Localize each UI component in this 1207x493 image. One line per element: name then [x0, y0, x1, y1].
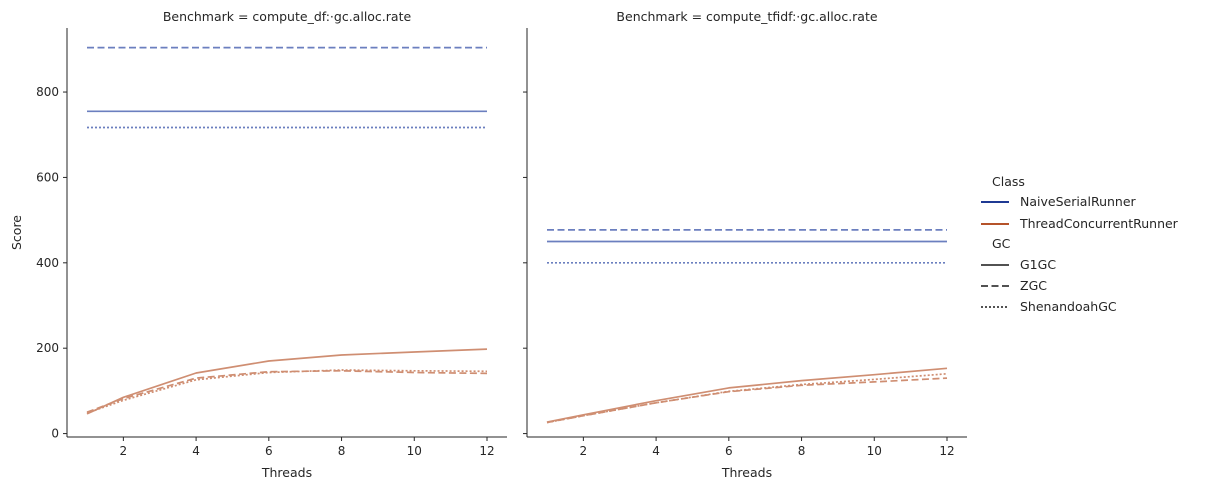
x-tick-label: 12 — [939, 444, 954, 458]
x-tick-label: 10 — [407, 444, 422, 458]
series-line-thread-concurrent-runner-zgc — [86, 369, 488, 413]
series-line-thread-concurrent-runner-shenandoahgc — [546, 372, 948, 424]
facet-title: Benchmark = compute_tfidf:·gc.alloc.rate — [616, 9, 877, 24]
x-tick-label: 12 — [479, 444, 494, 458]
x-tick-label: 6 — [725, 444, 733, 458]
series-line-thread-concurrent-runner-shenandoahgc — [86, 369, 488, 414]
x-tick-label: 4 — [192, 444, 200, 458]
x-tick-label: 8 — [338, 444, 346, 458]
series-line-thread-concurrent-runner-g1gc — [546, 367, 948, 423]
facet-panel-1: Benchmark = compute_df:·gc.alloc.rate 2 4 6… — [9, 9, 507, 480]
facet-title: Benchmark = compute_df:·gc.alloc.rate — [163, 9, 412, 24]
x-tick-label: 4 — [652, 444, 660, 458]
x-axis-label: Threads — [261, 465, 312, 480]
x-tick-label: 6 — [265, 444, 273, 458]
legend-item-label: ZGC — [1020, 278, 1047, 293]
legend-item-label: G1GC — [1020, 257, 1056, 272]
facet-panel-2: Benchmark = compute_tfidf:·gc.alloc.rate… — [523, 9, 967, 480]
y-axis-label: Score — [9, 215, 24, 250]
x-tick-label: 2 — [580, 444, 588, 458]
y-tick-label: 400 — [36, 256, 59, 270]
x-tick-label: 10 — [867, 444, 882, 458]
y-tick-label: 600 — [36, 170, 59, 184]
series-line-thread-concurrent-runner-g1gc — [86, 348, 488, 415]
legend-item-label: ThreadConcurrentRunner — [1019, 216, 1179, 231]
legend-title-gc: GC — [992, 236, 1011, 251]
legend-item-label: NaiveSerialRunner — [1020, 194, 1137, 209]
y-tick-label: 0 — [51, 427, 59, 441]
x-tick-label: 8 — [798, 444, 806, 458]
series-line-thread-concurrent-runner-zgc — [546, 377, 948, 424]
y-tick-label: 200 — [36, 341, 59, 355]
y-tick-label: 800 — [36, 85, 59, 99]
legend: Class NaiveSerialRunner ThreadConcurrentRu… — [981, 174, 1179, 314]
x-tick-label: 2 — [120, 444, 128, 458]
legend-title-class: Class — [992, 174, 1025, 189]
legend-item-label: ShenandoahGC — [1020, 299, 1117, 314]
x-axis-label: Threads — [721, 465, 772, 480]
